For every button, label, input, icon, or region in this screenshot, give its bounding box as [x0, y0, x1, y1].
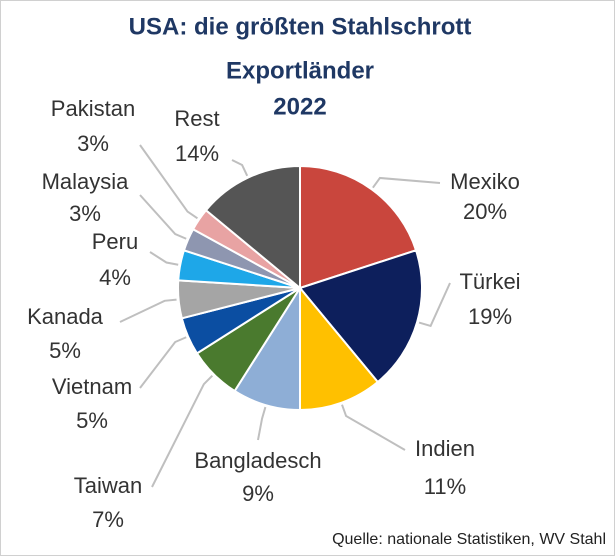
chart-title: Exportländer: [226, 57, 374, 84]
slice-label: Türkei: [459, 269, 520, 294]
slice-value-label: 14%: [175, 141, 219, 166]
pie-slice: [299, 164, 418, 290]
leader-line: [151, 374, 214, 488]
slice-label: Kanada: [27, 304, 104, 329]
slice-value-label: 5%: [76, 408, 108, 433]
leader-line: [372, 176, 441, 189]
slice-label: Bangladesch: [194, 448, 321, 473]
leader-line: [119, 298, 177, 323]
slice-value-label: 3%: [69, 201, 101, 226]
slice-label: Vietnam: [52, 374, 132, 399]
chart-title: USA: die größten Stahlschrott: [129, 13, 472, 40]
slice-value-label: 20%: [463, 199, 507, 224]
leader-line: [418, 282, 451, 328]
pie-slice: [299, 285, 380, 412]
slice-label: Mexiko: [450, 169, 520, 194]
leader-line: [341, 404, 406, 451]
slice-value-label: 3%: [77, 131, 109, 156]
slice-label: Pakistan: [51, 96, 135, 121]
leader-line: [231, 159, 249, 177]
leader-line: [149, 251, 179, 266]
leader-line: [139, 194, 187, 240]
slice-label: Indien: [415, 436, 475, 461]
slice-label: Rest: [174, 106, 219, 131]
leader-line: [139, 336, 187, 389]
leader-line: [257, 406, 267, 441]
slice-value-label: 19%: [468, 304, 512, 329]
pie-slice: [298, 249, 423, 384]
slice-label: Malaysia: [42, 169, 130, 194]
slice-value-label: 7%: [92, 507, 124, 532]
slice-value-label: 11%: [424, 474, 466, 499]
slice-value-label: 4%: [99, 265, 131, 290]
chart-title: 2022: [273, 93, 326, 120]
slice-value-label: 9%: [242, 481, 274, 506]
slice-value-label: 5%: [49, 338, 81, 363]
leader-line: [139, 144, 199, 220]
source: Quelle: nationale Statistiken, WV Stahl: [332, 531, 606, 548]
slice-label: Taiwan: [74, 473, 142, 498]
slice-label: Peru: [92, 229, 138, 254]
pie-slice: [204, 164, 301, 291]
